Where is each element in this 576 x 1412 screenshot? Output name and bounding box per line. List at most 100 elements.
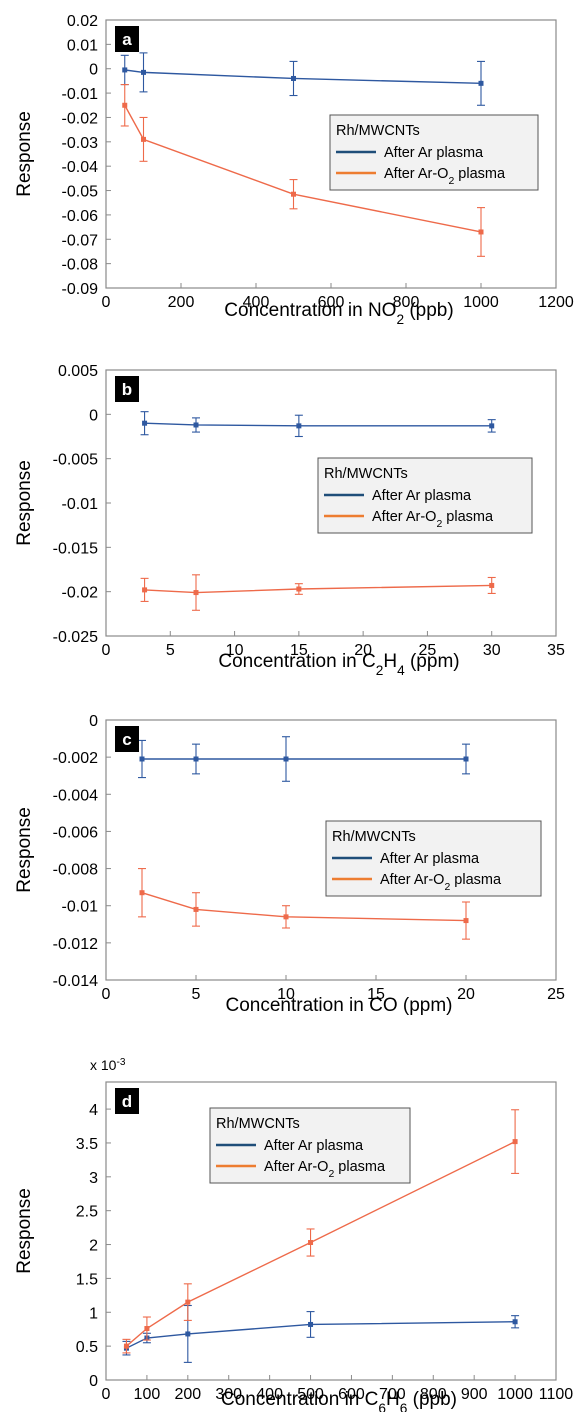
x-tick-label: 25 [547, 986, 565, 1003]
data-point [141, 136, 146, 142]
chart-panel-a: 0 200 400 600 800 1000 1200 0.02 0.01 0 -0.01 -0.02… [14, 13, 574, 327]
plot-frame [105, 719, 557, 981]
y-tick-label: 0.02 [67, 13, 98, 30]
x-tick-label: 300 [215, 1386, 242, 1403]
panel-label-badge [115, 376, 139, 402]
y-tick-label: 0.5 [76, 1339, 98, 1356]
y-tick-label: 3 [89, 1170, 98, 1187]
y-axis-title: Response [14, 807, 35, 893]
y-tick-label: 1 [89, 1305, 98, 1322]
data-point [123, 1343, 129, 1349]
panel-label: b [122, 380, 132, 399]
x-tick-label: 1000 [463, 294, 499, 311]
x-tick-label: 200 [168, 294, 195, 311]
x-axis-title: Concentration in CO (ppm) [225, 995, 452, 1016]
data-point [122, 67, 128, 73]
legend-entry: After Ar plasma [372, 488, 472, 504]
data-point [193, 422, 199, 428]
chart-panel-d: 0 100 200 300 400 500 600 700 800 900 1000 1100 4 3.5… [14, 1057, 573, 1412]
legend-title: Rh/MWCNTs [332, 829, 416, 845]
data-point [139, 756, 145, 762]
data-point [142, 420, 148, 426]
series-ar_o2 [140, 574, 496, 611]
plot-frame [105, 1081, 557, 1381]
x-tick-label: 5 [166, 642, 175, 659]
data-point [283, 756, 289, 762]
y-tick-label: -0.01 [62, 86, 99, 103]
x-tick-label: 700 [379, 1386, 406, 1403]
y-tick-label: -0.02 [62, 110, 99, 127]
series-ar [138, 736, 470, 782]
x-tick-label: 15 [290, 642, 308, 659]
y-tick-label: -0.002 [53, 750, 98, 767]
x-tick-label: 15 [367, 986, 385, 1003]
data-point [489, 582, 495, 588]
y-tick-label: -0.014 [53, 973, 98, 990]
panel-label: a [122, 30, 132, 49]
y-tick-label: -0.012 [53, 936, 98, 953]
data-point [489, 423, 495, 429]
chart-panel-c: 0 5 10 15 20 25 0 -0.002 -0.004 -0.006 -0.008 -0.01… [14, 713, 565, 1016]
data-point [141, 69, 146, 75]
legend: Rh/MWCNTs After Ar plasma After Ar-O2 plas… [209, 1107, 411, 1184]
x-tick-label: 10 [277, 986, 295, 1003]
x-tick-label: 0 [102, 1386, 111, 1403]
x-tick-label: 1200 [538, 294, 574, 311]
legend-entry: After Ar-O2 plasma [372, 509, 494, 530]
x-tick-label: 5 [192, 986, 201, 1003]
legend-title: Rh/MWCNTs [324, 466, 408, 482]
x-tick-label: 1000 [497, 1386, 533, 1403]
y-tick-label: 1.5 [76, 1271, 98, 1288]
x-tick-label: 0 [102, 642, 111, 659]
x-tick-label: 0 [102, 986, 111, 1003]
y-tick-label: -0.03 [62, 135, 99, 152]
y-tick-label: -0.01 [62, 496, 99, 513]
legend-entry: After Ar-O2 plasma [384, 166, 506, 187]
data-point [142, 587, 148, 593]
y-tick-label: 3.5 [76, 1136, 98, 1153]
y-axis-title: Response [14, 460, 35, 546]
panel-label-badge [115, 1088, 139, 1114]
data-point [283, 914, 289, 920]
y-tick-label: -0.09 [62, 281, 99, 298]
data-point [144, 1326, 150, 1332]
series-line [124, 69, 482, 85]
series-ar [120, 52, 485, 106]
y-tick-label: 0.005 [58, 363, 98, 380]
legend: Rh/MWCNTs After Ar plasma After Ar-O2 plas… [329, 114, 539, 191]
legend: Rh/MWCNTs After Ar plasma After Ar-O2 plas… [317, 457, 533, 534]
y-tick-label: -0.004 [53, 787, 98, 804]
y-tick-label: 0.01 [67, 37, 98, 54]
series-line [124, 104, 482, 233]
legend-entry: After Ar plasma [384, 145, 484, 161]
y-tick-label: -0.005 [53, 452, 98, 469]
y-tick-label: 0 [89, 62, 98, 79]
x-tick-label: 35 [547, 642, 565, 659]
data-point [193, 756, 199, 762]
data-point [193, 906, 199, 912]
y-tick-label: -0.06 [62, 208, 99, 225]
y-tick-label: -0.006 [53, 824, 98, 841]
panel-label-badge [115, 726, 139, 752]
data-point [478, 80, 484, 86]
x-tick-label: 600 [318, 294, 345, 311]
y-tick-label: 0 [89, 1373, 98, 1390]
data-point [512, 1139, 518, 1145]
x-axis-title: Concentration in C2H4 (ppm) [218, 651, 459, 678]
series-ar_o2 [138, 868, 470, 940]
chart-panel-b: 0 5 10 15 20 25 30 35 0.005 0 -0.005 -0.01 -0.015 -0.… [14, 363, 565, 678]
data-point [185, 1299, 191, 1305]
legend-title: Rh/MWCNTs [216, 1116, 300, 1132]
series-line [141, 892, 467, 922]
x-tick-label: 0 [102, 294, 111, 311]
y-axis-title: Response [14, 1188, 35, 1274]
y-tick-label: -0.04 [62, 159, 99, 176]
series-line [126, 1321, 516, 1349]
x-tick-label: 800 [420, 1386, 447, 1403]
data-point [478, 229, 484, 235]
panel-label: d [122, 1092, 132, 1111]
data-point [296, 586, 302, 592]
y-multiplier-label: x 10-3 [90, 1057, 126, 1074]
y-tick-label: -0.01 [62, 899, 99, 916]
